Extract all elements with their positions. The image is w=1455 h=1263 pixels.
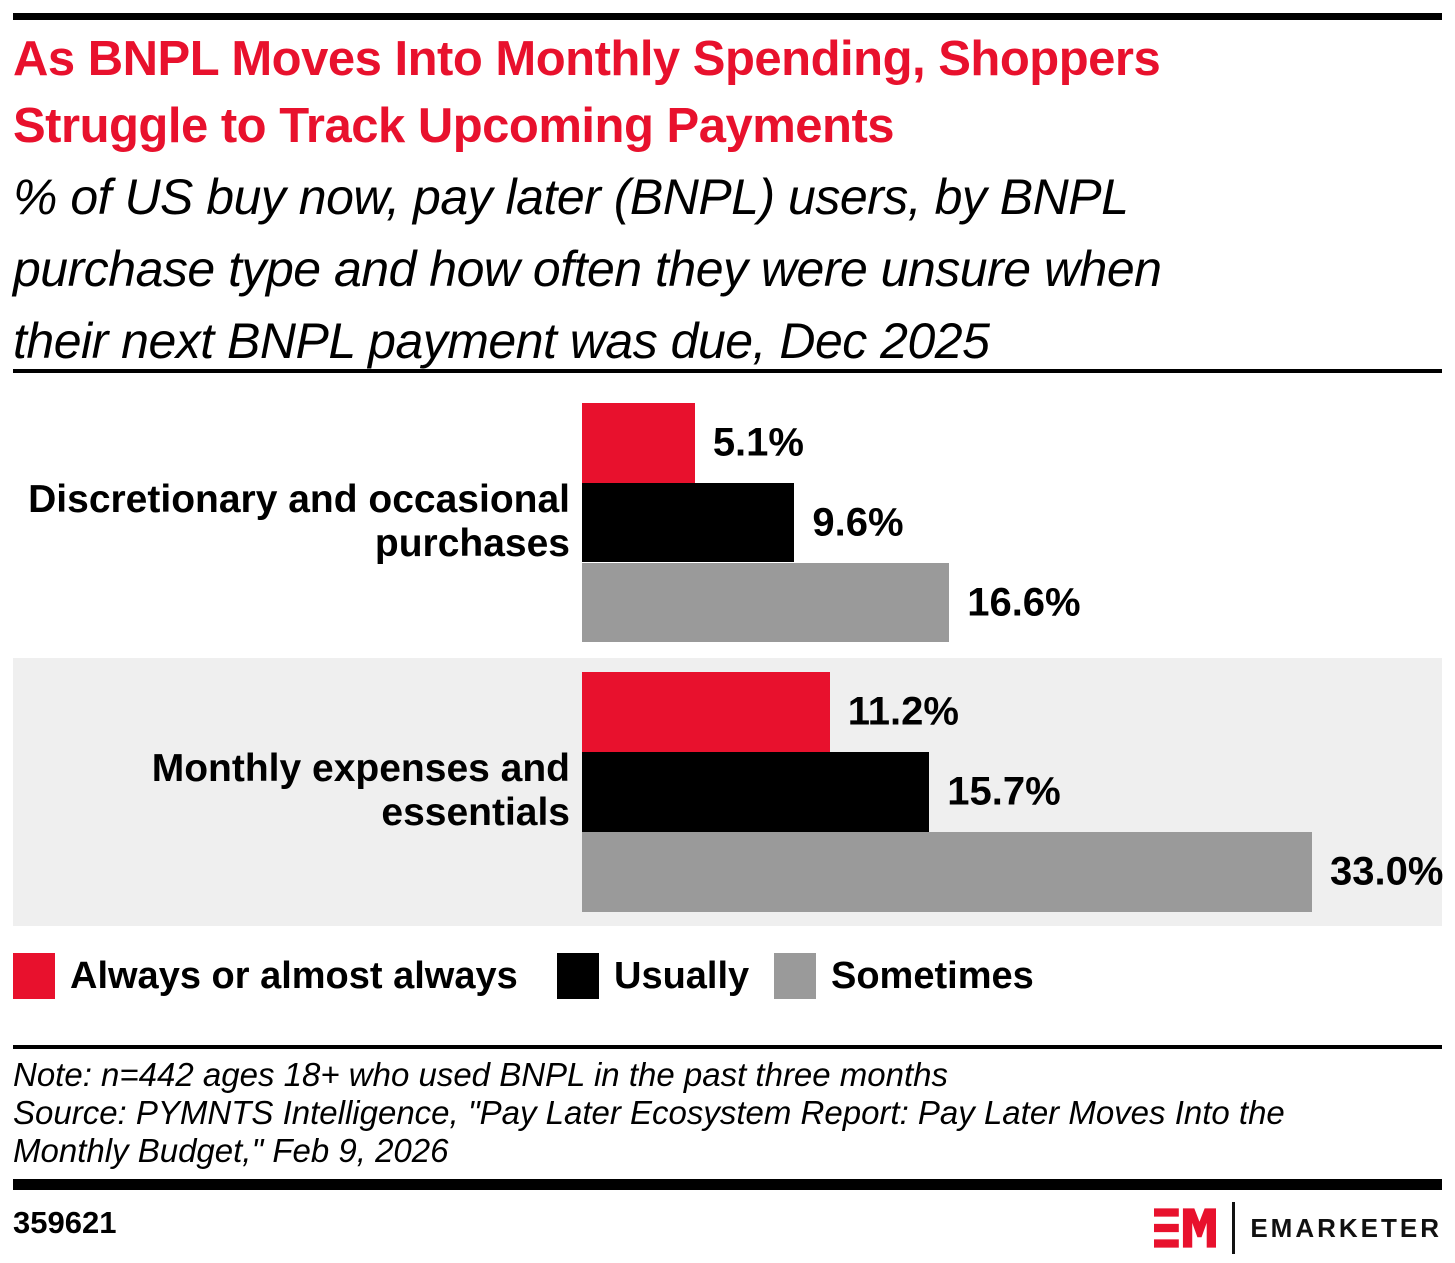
legend-label: Always or almost always [70,954,518,997]
value-label: 15.7% [947,769,1061,814]
bar-usually-cat1 [582,752,930,832]
value-label: 9.6% [812,500,904,545]
subtitle-divider [13,369,1442,373]
brand-wordmark: EMARKETER [1250,1212,1442,1243]
legend-swatch [557,953,599,999]
source-text: Source: PYMNTS Intelligence, "Pay Later … [13,1094,1285,1169]
value-label: 33.0% [1330,849,1444,894]
chart-subtitle: % of US buy now, pay later (BNPL) users,… [13,169,1162,369]
bar-usually-cat0 [582,483,795,562]
legend-item-always-or-almost-always: Always or almost always [13,953,518,999]
legend-swatch [13,953,55,999]
logo-divider [1232,1202,1236,1254]
bar-sometimes-cat1 [582,832,1312,912]
legend-item-sometimes: Sometimes [774,953,1034,999]
legend-swatch [774,953,816,999]
chart-id: 359621 [13,1205,117,1240]
bar-always-or-almost-always-cat0 [582,403,695,483]
legend-label: Sometimes [831,954,1034,997]
value-label: 5.1% [712,420,804,465]
bottom-bar [13,1179,1442,1190]
value-label: 16.6% [967,580,1081,625]
note-divider [13,1045,1442,1049]
category-label: Discretionary and occasional purchases [28,478,570,565]
note-text: Note: n=442 ages 18+ who used BNPL in th… [13,1056,949,1093]
top-rule [13,13,1442,20]
chart-title: As BNPL Moves Into Monthly Spending, Sho… [13,32,1161,153]
value-label: 11.2% [847,689,959,734]
category-label: Monthly expenses and essentials [151,747,570,834]
bar-sometimes-cat0 [582,563,950,642]
bar-always-or-almost-always-cat1 [582,672,830,752]
legend-label: Usually [614,954,750,997]
legend-item-usually: Usually [557,953,749,999]
footnotes: Note: n=442 ages 18+ who used BNPL in th… [13,1056,1442,1170]
emarketer-logo: EMARKETER [1154,1199,1442,1257]
em-monogram-icon [1154,1208,1217,1248]
